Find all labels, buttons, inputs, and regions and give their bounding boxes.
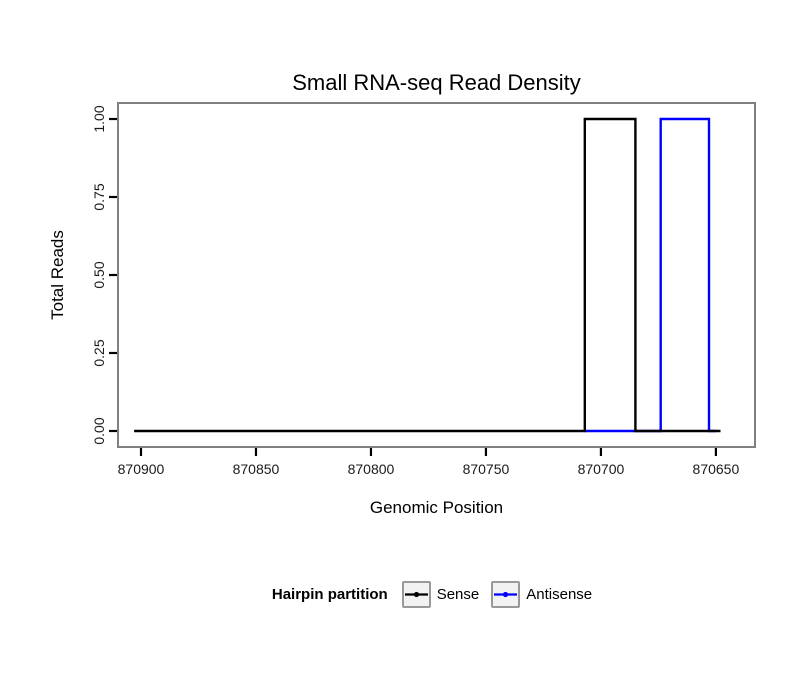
legend-entry-antisense: Antisense — [491, 581, 592, 608]
legend-label-antisense: Antisense — [526, 586, 593, 603]
y-tick-label: 0.75 — [91, 183, 107, 210]
legend-label-sense: Sense — [436, 586, 480, 603]
y-axis-label: Total Reads — [48, 230, 67, 320]
series-sense-path — [134, 117, 721, 433]
plot-canvas: 870900 870850 870800 870750 870700 870650 0.00… — [91, 102, 756, 477]
y-tick-label: 0.25 — [91, 339, 107, 366]
legend-entry-sense: Sense — [401, 581, 480, 608]
legend-keys: Sense Antisense — [401, 581, 592, 608]
plot-panel — [117, 102, 756, 448]
legend: Hairpin partition Sense Antisense — [0, 581, 810, 608]
chart-title: Small RNA-seq Read Density — [292, 70, 581, 95]
x-tick-label: 870750 — [463, 461, 510, 477]
x-tick-label: 870900 — [118, 461, 165, 477]
legend-key-antisense-icon — [491, 581, 521, 608]
legend-title: Hairpin partition — [271, 586, 388, 603]
x-axis-label: Genomic Position — [369, 498, 504, 517]
x-tick-label: 870700 — [578, 461, 625, 477]
y-tick-label: 0.00 — [91, 417, 107, 444]
x-tick-label: 870850 — [233, 461, 280, 477]
legend-key-sense-icon — [401, 581, 431, 608]
x-tick-label: 870800 — [348, 461, 395, 477]
x-tick-label: 870650 — [693, 461, 740, 477]
y-tick-label: 1.00 — [91, 105, 107, 132]
y-tick-label: 0.50 — [91, 261, 107, 288]
